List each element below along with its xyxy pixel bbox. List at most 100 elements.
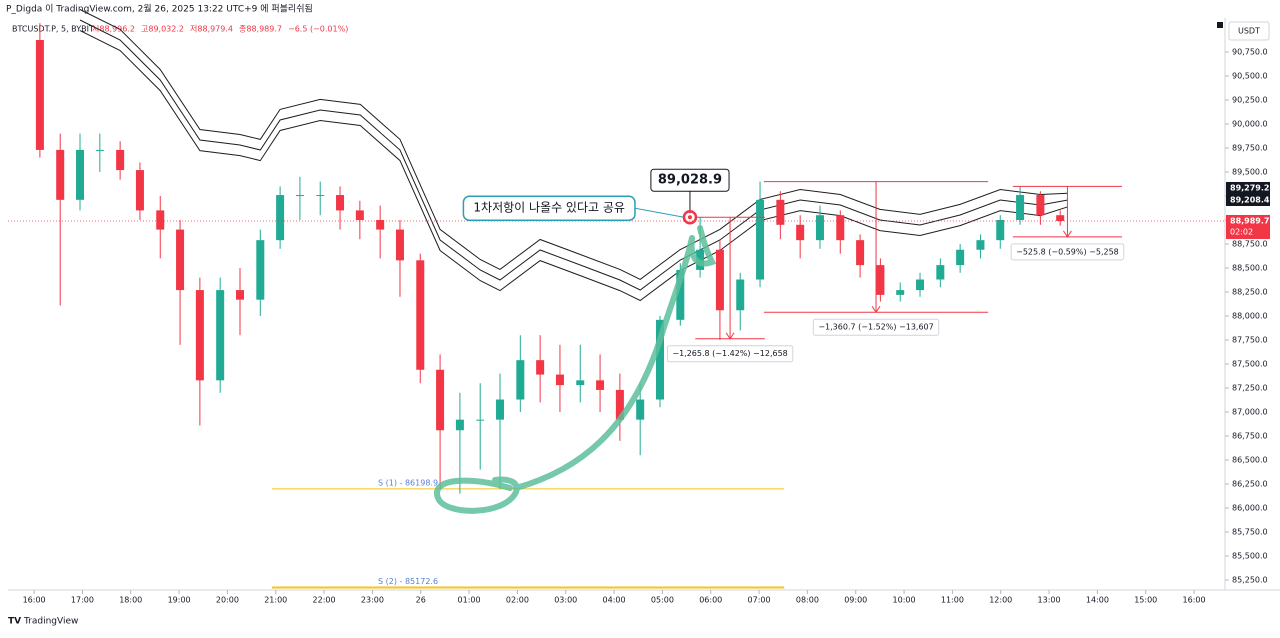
candle-body [615,389,624,420]
countdown: 02:02 [1230,227,1253,236]
candle-body [756,199,765,280]
envelope-line [79,9,1068,280]
support-label: S (1) - 86198.9 [378,478,438,487]
measure-arrow [871,305,881,314]
price-label: 88,989.7 [1230,216,1269,225]
candle-body [655,319,664,400]
callout-text: 1차저항이 나올수 있다고 공유 [473,201,625,215]
candle-body [916,279,925,291]
ohlc-value: 저88,979.4 [190,25,233,34]
candle-body [936,265,945,280]
measure-label-box [1010,243,1125,261]
symbol: BTCUSDT.P, 5, BYBIT [12,25,94,34]
candle-body [156,210,165,230]
callout-marker [682,209,698,225]
candle-body [776,199,785,225]
candle-body [455,419,464,431]
candle-body [195,290,204,381]
x-tick-label: 26 [416,596,426,605]
x-tick-label: 20:00 [216,596,239,605]
x-tick-label: 22:00 [313,596,336,605]
candle-body [95,149,104,151]
y-tick-label: 87,500.0 [1232,360,1268,369]
candle-body [676,269,685,320]
y-tick-label: 89,750.0 [1232,143,1268,152]
measure-label: −1,265.8 (−1.42%) −12,658 [666,345,794,363]
x-tick-label: 16:00 [1183,596,1206,605]
candle-body [956,249,965,266]
candle-body [976,240,985,250]
x-tick-label: 07:00 [748,596,771,605]
x-tick-label: 17:00 [71,596,94,605]
candle-body [815,215,824,241]
candle-body [235,290,244,300]
candle-body [796,224,805,241]
y-tick-label: 88,000.0 [1232,312,1268,321]
ohlc-value: 고89,032.2 [141,25,184,34]
candle-body [876,265,885,295]
x-tick-label: 15:00 [1134,596,1157,605]
y-tick-label: 86,000.0 [1232,504,1268,513]
currency[interactable]: USDT [1238,27,1260,36]
brand: TradingView [23,617,78,627]
y-tick-label: 90,000.0 [1232,119,1268,128]
candle-body [76,149,85,200]
y-tick-label: 86,250.0 [1232,480,1268,489]
candle-body [1056,215,1065,221]
brand-logo: TV [8,617,21,627]
ohlc-value: −6.5 (−0.01%) [288,25,348,34]
candle-body [295,195,304,197]
price-label-box [1226,193,1270,206]
y-tick-label: 85,500.0 [1232,552,1268,561]
x-tick-label: 08:00 [796,596,819,605]
support-label: S (2) - 85172.6 [378,577,438,586]
price-label: 89,208.4 [1230,195,1270,204]
measure-label-box [812,318,940,336]
candle-body [836,215,845,241]
settings-icon[interactable] [1217,22,1223,28]
candle-body [355,210,364,220]
x-tick-label: 05:00 [651,596,674,605]
candle-body [576,380,585,386]
x-tick-label: 09:00 [844,596,867,605]
y-tick-label: 85,250.0 [1232,576,1268,585]
x-tick-label: 16:00 [23,596,46,605]
measure-label-text: −525.8 (−0.59%) −5,258 [1016,247,1119,256]
x-tick-label: 12:00 [989,596,1012,605]
candle-body [216,290,225,381]
candle-body [56,149,65,200]
y-tick-label: 88,750.0 [1232,239,1268,248]
candle-body [416,260,425,370]
callout-price: 89,028.9 [658,173,722,188]
candle-body [496,399,505,420]
x-tick-label: 23:00 [361,596,384,605]
candle-body [636,399,645,420]
callout: 89,028.9 1차저항이 나올수 있다고 공유 [462,168,730,225]
x-tick-label: 18:00 [119,596,142,605]
measure-arrow [725,332,735,340]
x-tick-label: 06:00 [699,596,722,605]
measure-label-text: −1,360.7 (−1.52%) −13,607 [818,323,933,332]
y-tick-label: 87,750.0 [1232,336,1268,345]
x-tick-label: 01:00 [458,596,481,605]
y-tick-label: 87,250.0 [1232,384,1268,393]
x-tick-label: 13:00 [1038,596,1061,605]
measure-arrow [1063,230,1072,238]
currency-box[interactable] [1228,21,1270,41]
y-tick-label: 90,750.0 [1232,47,1268,56]
candle-body [736,279,745,311]
hand-arrow [513,235,695,491]
candle-body [256,240,265,300]
candle-body [596,380,605,390]
x-tick-label: 02:00 [506,596,529,605]
x-tick-label: 14:00 [1086,596,1109,605]
y-tick-label: 86,500.0 [1232,456,1268,465]
candle-body [376,219,385,230]
candle-body [35,39,44,150]
price-label-box [1226,181,1270,194]
candle-body [116,149,125,171]
x-tick-label: 10:00 [893,596,916,605]
author-line: P_Digda 이 TradingView.com, 2월 26, 2025 1… [6,3,313,15]
y-tick-label: 88,250.0 [1232,287,1268,296]
